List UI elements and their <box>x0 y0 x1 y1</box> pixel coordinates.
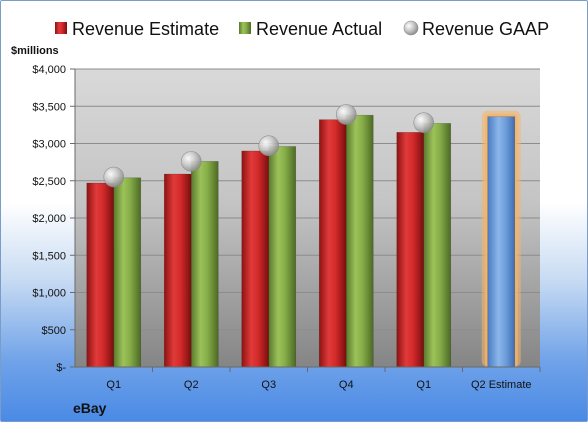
x-tick-label: Q1 <box>106 379 121 391</box>
y-tick-label: $500 <box>42 325 66 337</box>
y-tick-label: $2,500 <box>32 176 66 188</box>
y-tick-label: $- <box>56 362 66 374</box>
bar-revenue-actual <box>345 114 374 368</box>
company-label: eBay <box>73 400 107 416</box>
y-tick-label: $3,500 <box>32 101 66 113</box>
legend-revenue-actual-label: Revenue Actual <box>256 19 382 39</box>
bar-revenue-estimate <box>241 150 270 368</box>
point-revenue-gaap <box>180 151 202 172</box>
y-tick-label: $4,000 <box>32 64 66 76</box>
bar-revenue-actual <box>423 123 452 368</box>
x-tick-label: Q3 <box>261 379 276 391</box>
x-tick-label: Q2 Estimate <box>471 379 532 391</box>
point-revenue-gaap <box>413 112 435 133</box>
x-tick-label: Q4 <box>339 379 354 391</box>
y-tick-label: $3,000 <box>32 139 66 151</box>
y-axis-unit-label: $millions <box>11 45 59 57</box>
point-revenue-gaap <box>103 166 125 188</box>
bar-revenue-estimate-projected <box>487 116 516 368</box>
y-tick-label: $1,000 <box>32 288 66 300</box>
legend-revenue-actual-swatch <box>239 22 251 34</box>
bar-revenue-actual <box>190 161 219 368</box>
y-tick-label: $1,500 <box>32 250 66 262</box>
x-tick-label: Q2 <box>184 379 199 391</box>
bar-revenue-estimate <box>163 173 192 368</box>
point-revenue-gaap <box>258 135 280 157</box>
bar-revenue-estimate <box>318 119 347 368</box>
x-tick-label: Q1 <box>416 379 431 391</box>
legend-revenue-estimate-swatch <box>55 22 67 34</box>
bar-revenue-estimate <box>86 182 115 368</box>
point-revenue-gaap <box>335 104 357 125</box>
legend-revenue-estimate-label: Revenue Estimate <box>72 19 219 39</box>
bar-revenue-estimate <box>396 132 425 368</box>
bar-revenue-actual <box>113 177 142 368</box>
bar-revenue-actual <box>268 146 297 368</box>
legend-revenue-gaap-swatch <box>403 20 419 36</box>
legend-revenue-gaap-label: Revenue GAAP <box>422 19 549 39</box>
y-tick-label: $2,000 <box>32 213 66 225</box>
